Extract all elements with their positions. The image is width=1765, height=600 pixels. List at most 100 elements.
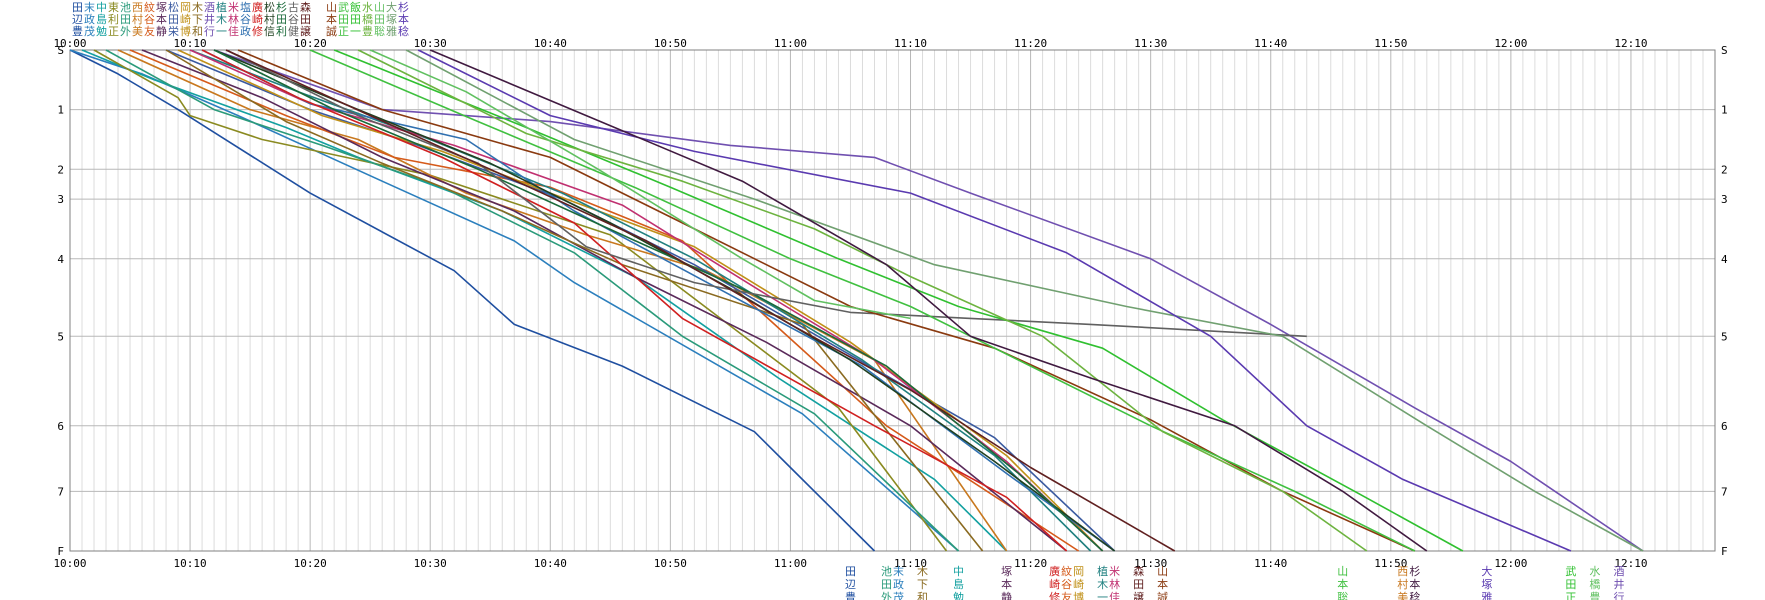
finish-label-char: 杉: [1409, 564, 1420, 578]
legend-char: 崎: [180, 12, 191, 26]
legend-char: 豊: [72, 25, 83, 38]
finish-label-char: 木: [917, 565, 928, 578]
finish-label-char: 森: [1133, 564, 1144, 578]
legend-char: 佳: [228, 24, 239, 38]
finish-label-char: 博: [1073, 591, 1084, 600]
x-tick-label-bottom: 11:50: [1374, 557, 1407, 570]
legend-char: 塚: [156, 1, 167, 14]
finish-label-char: 崎: [1049, 577, 1060, 591]
legend-char: 利: [276, 25, 287, 38]
finish-label-char: 和: [917, 591, 928, 600]
series-line: [189, 49, 1092, 552]
finish-label-char: 塚: [1481, 578, 1492, 591]
finish-label-char: 佳: [1109, 590, 1120, 600]
legend-char: 紋: [144, 0, 155, 14]
x-tick-label-bottom: 10:50: [654, 557, 687, 570]
x-tick-label-top: 10:00: [53, 37, 86, 50]
legend-char: 勉: [96, 24, 107, 38]
x-tick-label-bottom: 10:00: [53, 557, 86, 570]
legend-char: 田: [72, 1, 83, 14]
legend-char: 村: [264, 12, 275, 26]
legend-char: 和: [192, 25, 203, 38]
finish-label-char: 本: [1409, 577, 1420, 591]
legend-char: 大: [386, 0, 397, 14]
y-tick-label-right: S: [1721, 44, 1728, 57]
legend-char: 西: [132, 1, 143, 14]
plot-border: [69, 49, 1716, 552]
legend-char: 政: [240, 24, 251, 38]
legend-char: 田: [338, 13, 349, 26]
y-tick-label-right: 5: [1721, 330, 1728, 343]
legend-char: 井: [204, 12, 215, 26]
legend-char: 静: [156, 24, 167, 38]
finish-label-char: 林: [1109, 577, 1120, 591]
finish-label-char: 聡: [1337, 590, 1348, 600]
y-tick-label-left: 6: [57, 420, 64, 433]
finish-label-char: 山: [1157, 565, 1168, 578]
legend-char: 森: [300, 0, 311, 14]
legend-char: 古: [288, 1, 299, 14]
legend-char: 林: [228, 12, 239, 26]
legend-char: 塩: [240, 0, 251, 14]
legend-char: 島: [96, 12, 107, 26]
finish-label-char: 豊: [1589, 591, 1600, 600]
top-legend: 田末中東池西紋塚松岡木酒植米塩廣松杉古森辺政島利田村谷本田崎下井木林谷崎村田谷田…: [72, 0, 409, 38]
finish-label-char: 田: [1133, 578, 1144, 591]
finish-label-char: 本: [1157, 577, 1168, 591]
legend-char: 美: [132, 25, 143, 38]
x-tick-label-bottom: 10:30: [414, 557, 447, 570]
x-tick-label-bottom: 11:30: [1134, 557, 1167, 570]
legend-char: 誠: [326, 25, 337, 38]
legend-char: 木: [216, 13, 227, 26]
legend-char: 谷: [144, 13, 155, 26]
legend-char: 植: [216, 0, 227, 14]
x-axis-ticks: 10:00 10:00 10:10 10:10 10:20 10:20 10:30 10:30…: [53, 37, 1647, 570]
legend-char: 雅: [386, 24, 397, 38]
y-tick-label-left: 7: [57, 485, 64, 498]
finish-label-char: 本: [1001, 577, 1012, 591]
y-tick-label-right: 1: [1721, 104, 1728, 117]
legend-char: 本: [398, 12, 409, 26]
finish-label-char: 池: [881, 565, 892, 578]
finish-label-char: 崎: [1073, 577, 1084, 591]
finish-label-char: 譲: [1133, 590, 1144, 600]
finish-label-char: 雅: [1481, 590, 1492, 600]
legend-char: 山: [374, 1, 385, 14]
x-tick-label-top: 10:20: [294, 37, 327, 50]
legend-char: 岡: [180, 1, 191, 14]
finish-label-char: 茂: [893, 590, 904, 600]
x-tick-label-top: 11:30: [1134, 37, 1167, 50]
series-lines: [69, 49, 1644, 552]
finish-labels: 田辺豊池田外末政茂木下和中島勉塚本静廣崎修紋谷友岡崎博植木一米林佳森田譲山本誠山…: [845, 564, 1624, 600]
legend-char: 茂: [84, 24, 95, 38]
legend-char: 谷: [288, 13, 299, 26]
x-tick-label-top: 12:10: [1614, 37, 1647, 50]
finish-label-char: 豊: [845, 591, 856, 600]
legend-char: 栄: [168, 24, 179, 38]
x-tick-label-top: 11:20: [1014, 37, 1047, 50]
legend-char: 木: [192, 1, 203, 14]
legend-char: 下: [192, 13, 203, 26]
y-tick-label-left: 1: [57, 104, 64, 117]
legend-char: 酒: [204, 1, 215, 14]
x-tick-label-bottom: 11:10: [894, 557, 927, 570]
legend-char: 本: [326, 12, 337, 26]
y-tick-label-left: F: [57, 545, 64, 558]
finish-label-char: 本: [1337, 577, 1348, 591]
finish-label-char: 正: [1565, 591, 1576, 600]
finish-label-char: 西: [1397, 565, 1408, 578]
finish-label-char: 武: [1565, 565, 1576, 578]
legend-char: 正: [108, 25, 119, 38]
legend-char: 正: [338, 25, 349, 38]
series-line: [177, 49, 1104, 552]
legend-char: 辺: [72, 13, 83, 26]
legend-char: 村: [132, 12, 143, 26]
finish-label-char: 井: [1613, 577, 1624, 591]
series-line: [429, 49, 1428, 552]
legend-char: 田: [300, 13, 311, 26]
finish-label-char: 田: [845, 565, 856, 578]
legend-char: 武: [338, 1, 349, 14]
finish-label-char: 廣: [1049, 564, 1060, 578]
legend-char: 政: [84, 12, 95, 26]
